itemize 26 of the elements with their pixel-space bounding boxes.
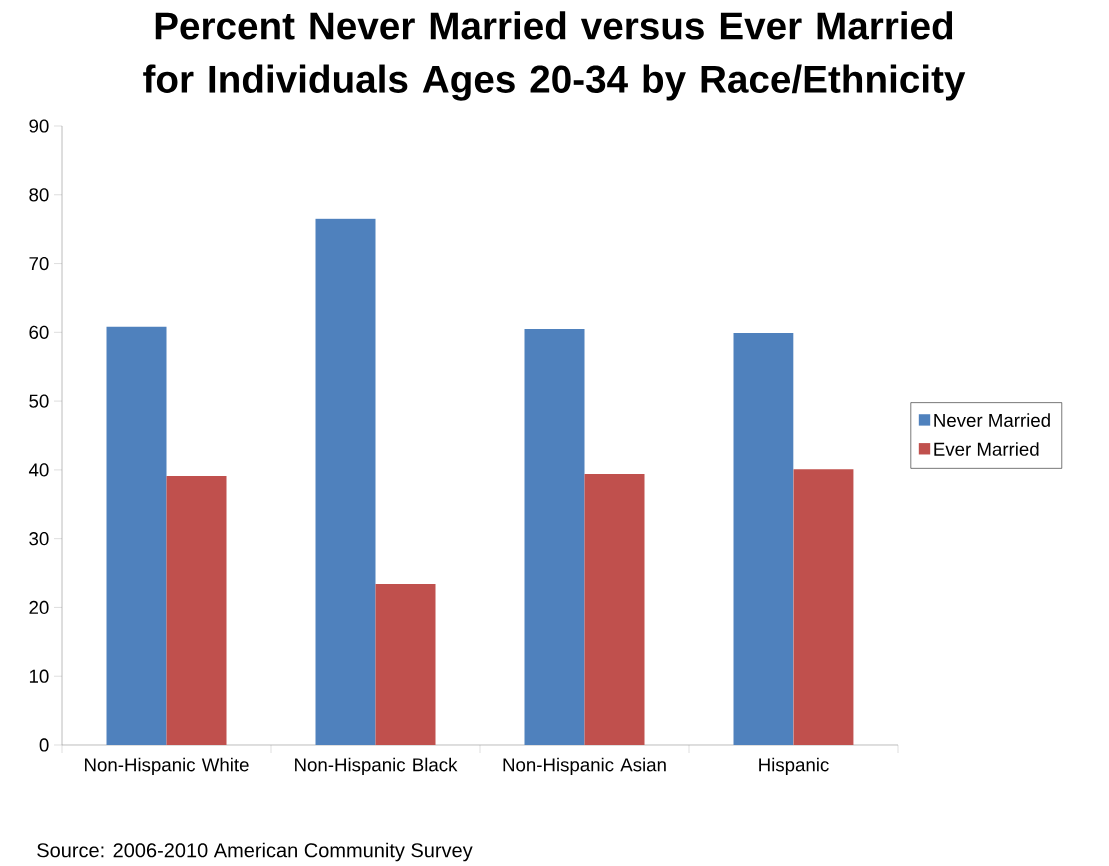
bar bbox=[106, 326, 167, 745]
y-tick-label: 40 bbox=[28, 463, 49, 477]
bar bbox=[315, 218, 376, 745]
legend-label: Never Married bbox=[934, 413, 1050, 428]
bar bbox=[524, 328, 585, 745]
y-tick-label: 70 bbox=[29, 256, 49, 271]
legend-label: Ever Married bbox=[934, 442, 1039, 456]
y-tick-label: 80 bbox=[29, 188, 49, 202]
y-tick-label: 0 bbox=[39, 738, 49, 752]
bar bbox=[793, 469, 854, 745]
x-tick-label: Non-Hispanic Asian bbox=[503, 757, 666, 776]
y-tick-label: 20 bbox=[29, 600, 49, 615]
y-tick-label: 90 bbox=[29, 119, 49, 133]
chart-title: Percent Never Married versus Ever Married for Individuals Ages 20-34 by Race/Ethnicity bbox=[143, 11, 966, 101]
source-note: Source: 2006-2010 American Community Survey bbox=[37, 842, 473, 862]
x-tick-label: Non-Hispanic White bbox=[85, 757, 249, 776]
y-tick-label: 50 bbox=[29, 394, 49, 408]
bar bbox=[375, 584, 436, 745]
x-tick-label: Hispanic bbox=[759, 757, 829, 776]
y-tick-label: 60 bbox=[29, 325, 49, 339]
bar bbox=[584, 474, 645, 745]
x-tick-label: Non-Hispanic Black bbox=[295, 757, 458, 776]
y-tick-label: 10 bbox=[29, 669, 49, 683]
y-tick-label: 30 bbox=[29, 532, 49, 546]
bar bbox=[733, 333, 794, 745]
bar bbox=[166, 476, 227, 745]
